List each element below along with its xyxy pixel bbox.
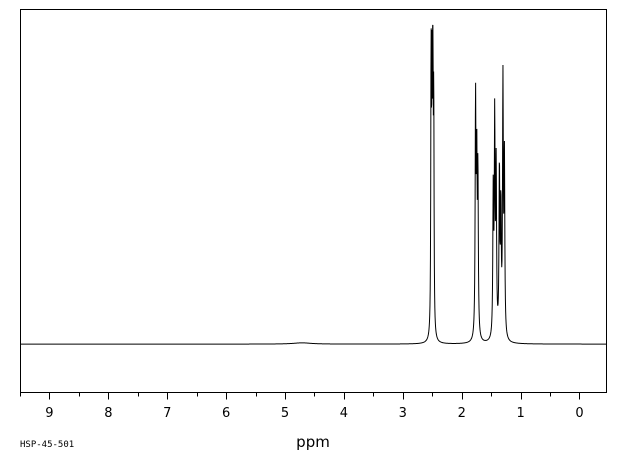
x-tick-label: 3 [399,406,407,421]
x-axis: 9 8 7 6 5 4 3 2 1 0 [20,392,584,421]
spectrum-code: HSP-45-501 [20,440,74,450]
x-tick-label: 2 [458,406,466,421]
x-tick-label: 8 [104,406,112,421]
x-tick-label: 0 [575,406,583,421]
x-tick-label: 4 [340,406,348,421]
x-tick-label: 6 [222,406,230,421]
x-tick-label: 1 [516,406,524,421]
plot-frame [20,9,607,393]
x-axis-title: ppm [296,433,330,451]
x-tick-label: 9 [45,406,53,421]
x-tick-label: 7 [163,406,171,421]
x-tick-label: 5 [281,406,289,421]
spectrum-trace [20,24,606,345]
